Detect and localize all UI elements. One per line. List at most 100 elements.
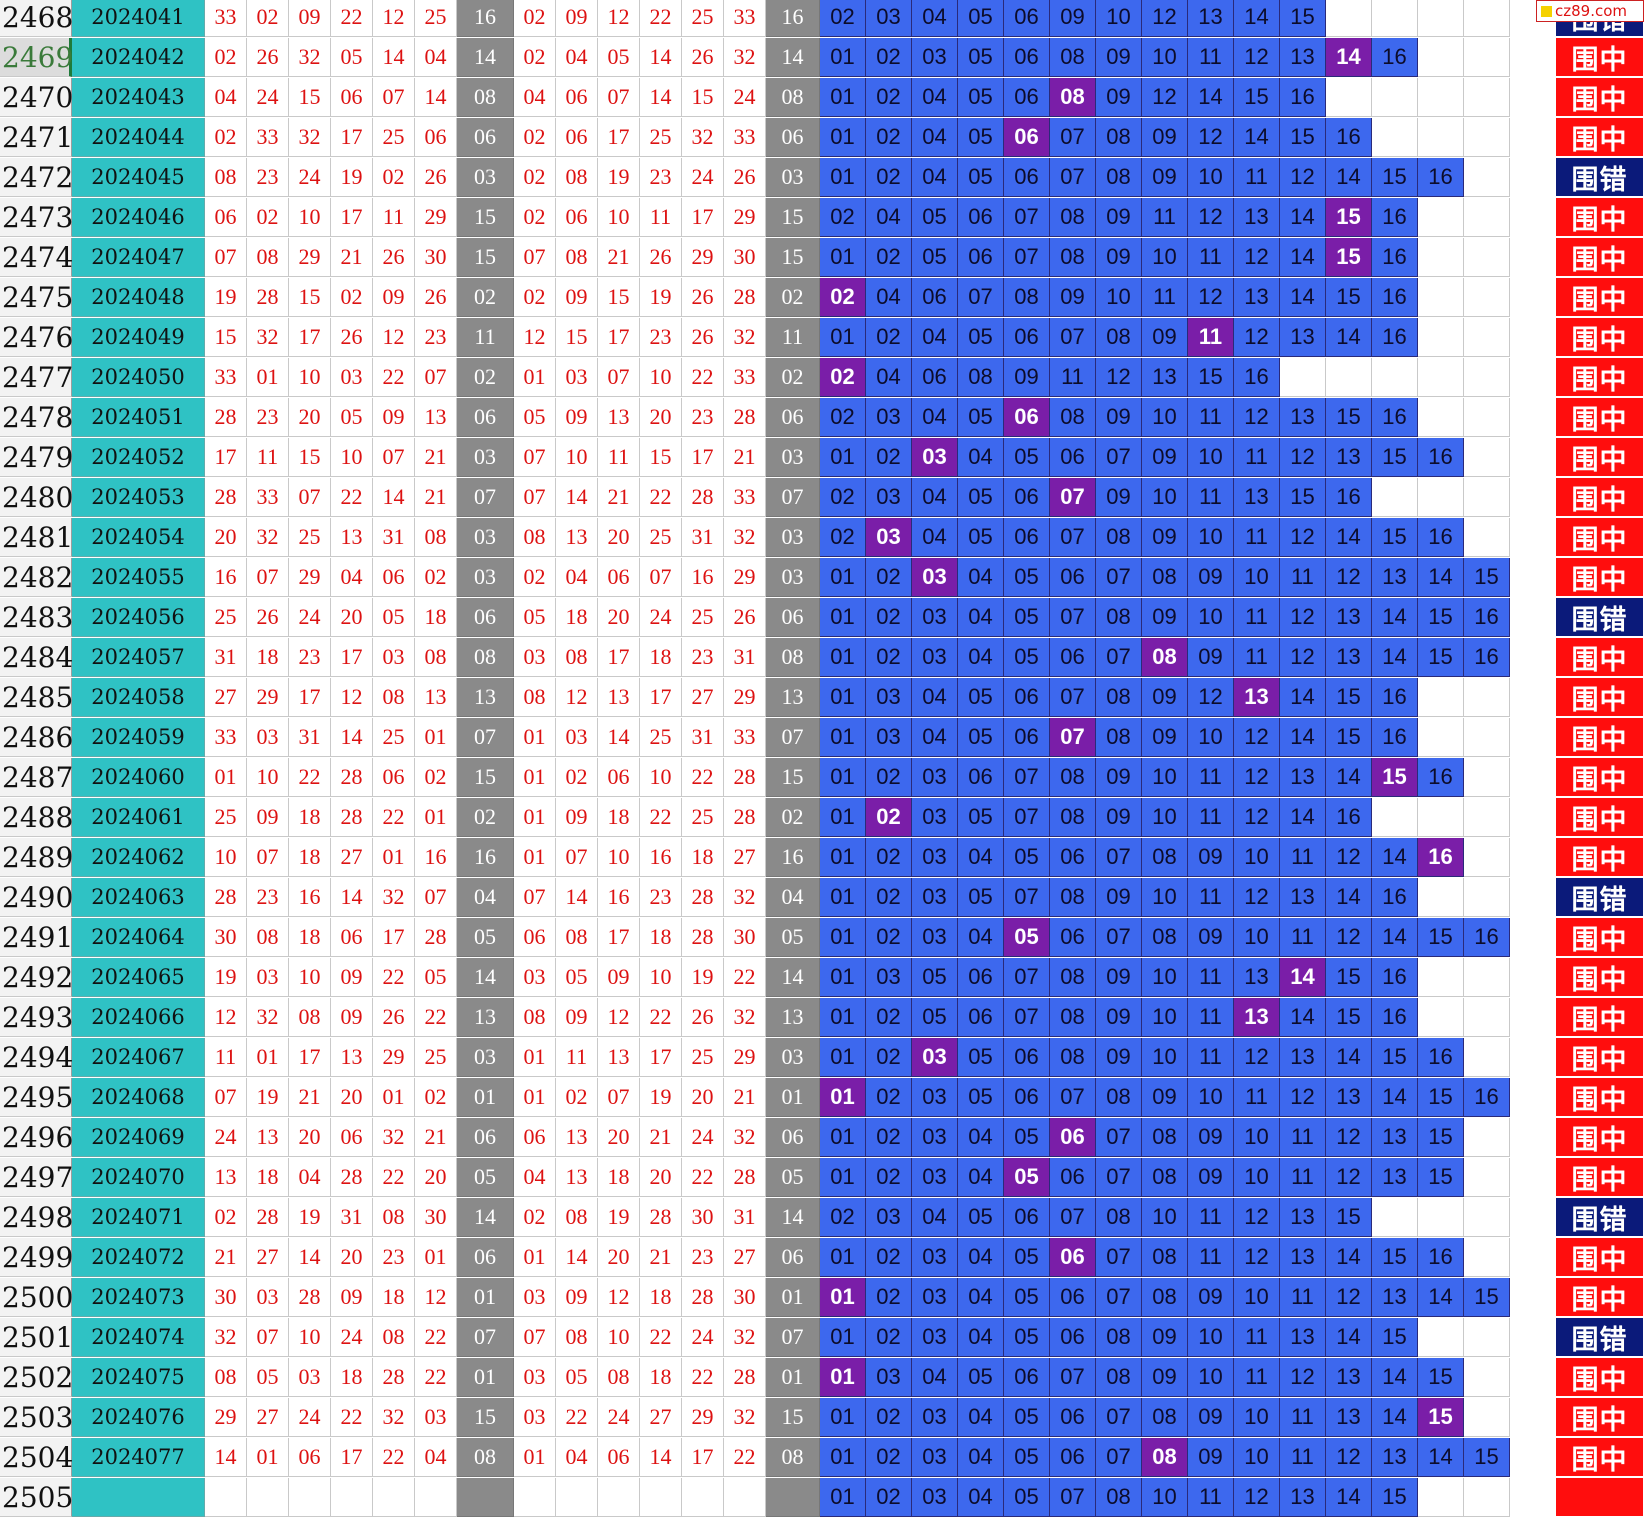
cover-number-cell[interactable]: 09 [1050,0,1096,37]
empty-cell[interactable] [1418,718,1464,757]
cover-number-cell[interactable]: 05 [958,1038,1004,1077]
special-number-cell[interactable]: 06 [766,1238,820,1277]
cover-number-cell[interactable]: 02 [866,1438,912,1477]
cover-number-cell[interactable]: 12 [1234,238,1280,277]
cover-number-cell[interactable]: 13 [1372,558,1418,597]
sorted-number-cell[interactable]: 15 [556,318,598,357]
cover-number-cell[interactable]: 15 [1418,598,1464,637]
special-number-cell[interactable]: 16 [457,838,514,877]
cover-number-cell[interactable]: 14 [1372,838,1418,877]
special-number-cell[interactable]: 03 [766,558,820,597]
sorted-number-cell[interactable]: 33 [724,358,766,397]
cover-number-cell[interactable]: 10 [1142,478,1188,517]
cover-number-cell[interactable]: 05 [912,238,958,277]
sorted-number-cell[interactable]: 03 [514,638,556,677]
sorted-number-cell[interactable]: 06 [598,758,640,797]
cover-number-cell[interactable]: 08 [1050,758,1096,797]
cover-number-cell[interactable]: 10 [1188,438,1234,477]
sorted-number-cell[interactable]: 20 [640,398,682,437]
result-badge[interactable] [1556,1478,1644,1517]
cover-number-cell[interactable]: 09 [1142,678,1188,717]
result-badge[interactable]: 围错 [1556,158,1644,197]
sorted-number-cell[interactable]: 04 [556,38,598,77]
cover-number-cell[interactable]: 05 [958,318,1004,357]
cover-number-hit[interactable]: 06 [1004,398,1050,437]
special-number-cell[interactable]: 13 [766,678,820,717]
special-number-cell[interactable]: 03 [457,438,514,477]
special-number-cell[interactable]: 03 [457,558,514,597]
draw-number-cell[interactable]: 24 [289,598,331,637]
draw-number-cell[interactable]: 22 [415,998,457,1037]
cover-number-cell[interactable]: 01 [820,758,866,797]
cover-number-cell[interactable]: 11 [1188,998,1234,1037]
cover-number-cell[interactable]: 08 [1050,998,1096,1037]
sorted-number-cell[interactable]: 15 [598,278,640,317]
draw-number-cell[interactable]: 13 [331,1038,373,1077]
special-number-cell[interactable]: 06 [457,118,514,157]
cover-number-cell[interactable]: 08 [1142,838,1188,877]
sorted-number-cell[interactable]: 16 [682,558,724,597]
draw-number-cell[interactable]: 03 [373,638,415,677]
cover-number-cell[interactable]: 11 [1142,198,1188,237]
empty-cell[interactable] [1372,478,1418,517]
cover-number-hit[interactable]: 03 [866,518,912,557]
cover-number-cell[interactable]: 09 [1188,1438,1234,1477]
sorted-number-cell[interactable]: 19 [640,278,682,317]
draw-number-cell[interactable]: 02 [205,38,247,77]
special-number-cell[interactable]: 16 [766,0,820,37]
cover-number-cell[interactable]: 13 [1280,878,1326,917]
sorted-number-cell[interactable]: 20 [598,518,640,557]
draw-number-cell[interactable]: 20 [331,1078,373,1117]
sorted-number-cell[interactable]: 13 [598,1038,640,1077]
draw-number-cell[interactable]: 04 [289,1158,331,1197]
cover-number-cell[interactable]: 05 [1004,1318,1050,1357]
cover-number-cell[interactable]: 06 [1050,1158,1096,1197]
cover-number-cell[interactable]: 16 [1372,718,1418,757]
cover-number-cell[interactable]: 09 [1096,878,1142,917]
draw-number-cell[interactable]: 33 [205,718,247,757]
sorted-number-cell[interactable]: 01 [514,798,556,837]
row-number[interactable]: 2473 [0,198,73,237]
cover-number-cell[interactable]: 15 [1234,78,1280,117]
draw-number-cell[interactable]: 07 [415,878,457,917]
cover-number-cell[interactable]: 13 [1142,358,1188,397]
cover-number-cell[interactable]: 06 [1004,158,1050,197]
draw-number-cell[interactable]: 07 [247,558,289,597]
cover-number-cell[interactable]: 05 [1004,1238,1050,1277]
special-number-cell[interactable]: 15 [457,1398,514,1437]
cover-number-cell[interactable]: 02 [866,1118,912,1157]
special-number-cell[interactable]: 05 [766,1158,820,1197]
draw-number-cell[interactable]: 24 [331,1318,373,1357]
special-number-cell[interactable]: 14 [766,38,820,77]
sorted-number-cell[interactable]: 20 [598,598,640,637]
cover-number-cell[interactable]: 06 [958,758,1004,797]
cover-number-cell[interactable]: 16 [1280,78,1326,117]
draw-number-cell[interactable]: 08 [373,1318,415,1357]
draw-number-cell[interactable]: 18 [289,918,331,957]
cover-number-cell[interactable]: 08 [1096,158,1142,197]
draw-number-cell[interactable]: 04 [205,78,247,117]
draw-number-cell[interactable]: 27 [205,678,247,717]
empty-cell[interactable] [1464,1158,1510,1197]
sorted-number-cell[interactable]: 18 [640,1278,682,1317]
empty-cell[interactable] [1418,1478,1464,1517]
draw-number-cell[interactable]: 07 [205,1078,247,1117]
draw-number-cell[interactable]: 04 [331,558,373,597]
result-badge[interactable]: 围中 [1556,78,1644,117]
cover-number-cell[interactable]: 13 [1326,438,1372,477]
cover-number-cell[interactable]: 01 [820,558,866,597]
period-cell[interactable]: 2024074 [72,1318,205,1357]
sorted-number-cell[interactable]: 09 [556,798,598,837]
sorted-number-cell[interactable]: 06 [514,1118,556,1157]
cover-number-hit[interactable]: 08 [1142,638,1188,677]
cover-number-cell[interactable]: 04 [866,198,912,237]
cover-number-cell[interactable]: 04 [958,598,1004,637]
special-number-cell[interactable]: 07 [766,1318,820,1357]
sorted-number-cell[interactable]: 27 [640,1398,682,1437]
draw-number-cell[interactable]: 29 [415,198,457,237]
draw-number-cell[interactable]: 06 [205,198,247,237]
cover-number-hit[interactable]: 14 [1280,958,1326,997]
cover-number-cell[interactable]: 11 [1188,958,1234,997]
cover-number-cell[interactable]: 11 [1280,1398,1326,1437]
sorted-number-cell[interactable]: 24 [682,158,724,197]
